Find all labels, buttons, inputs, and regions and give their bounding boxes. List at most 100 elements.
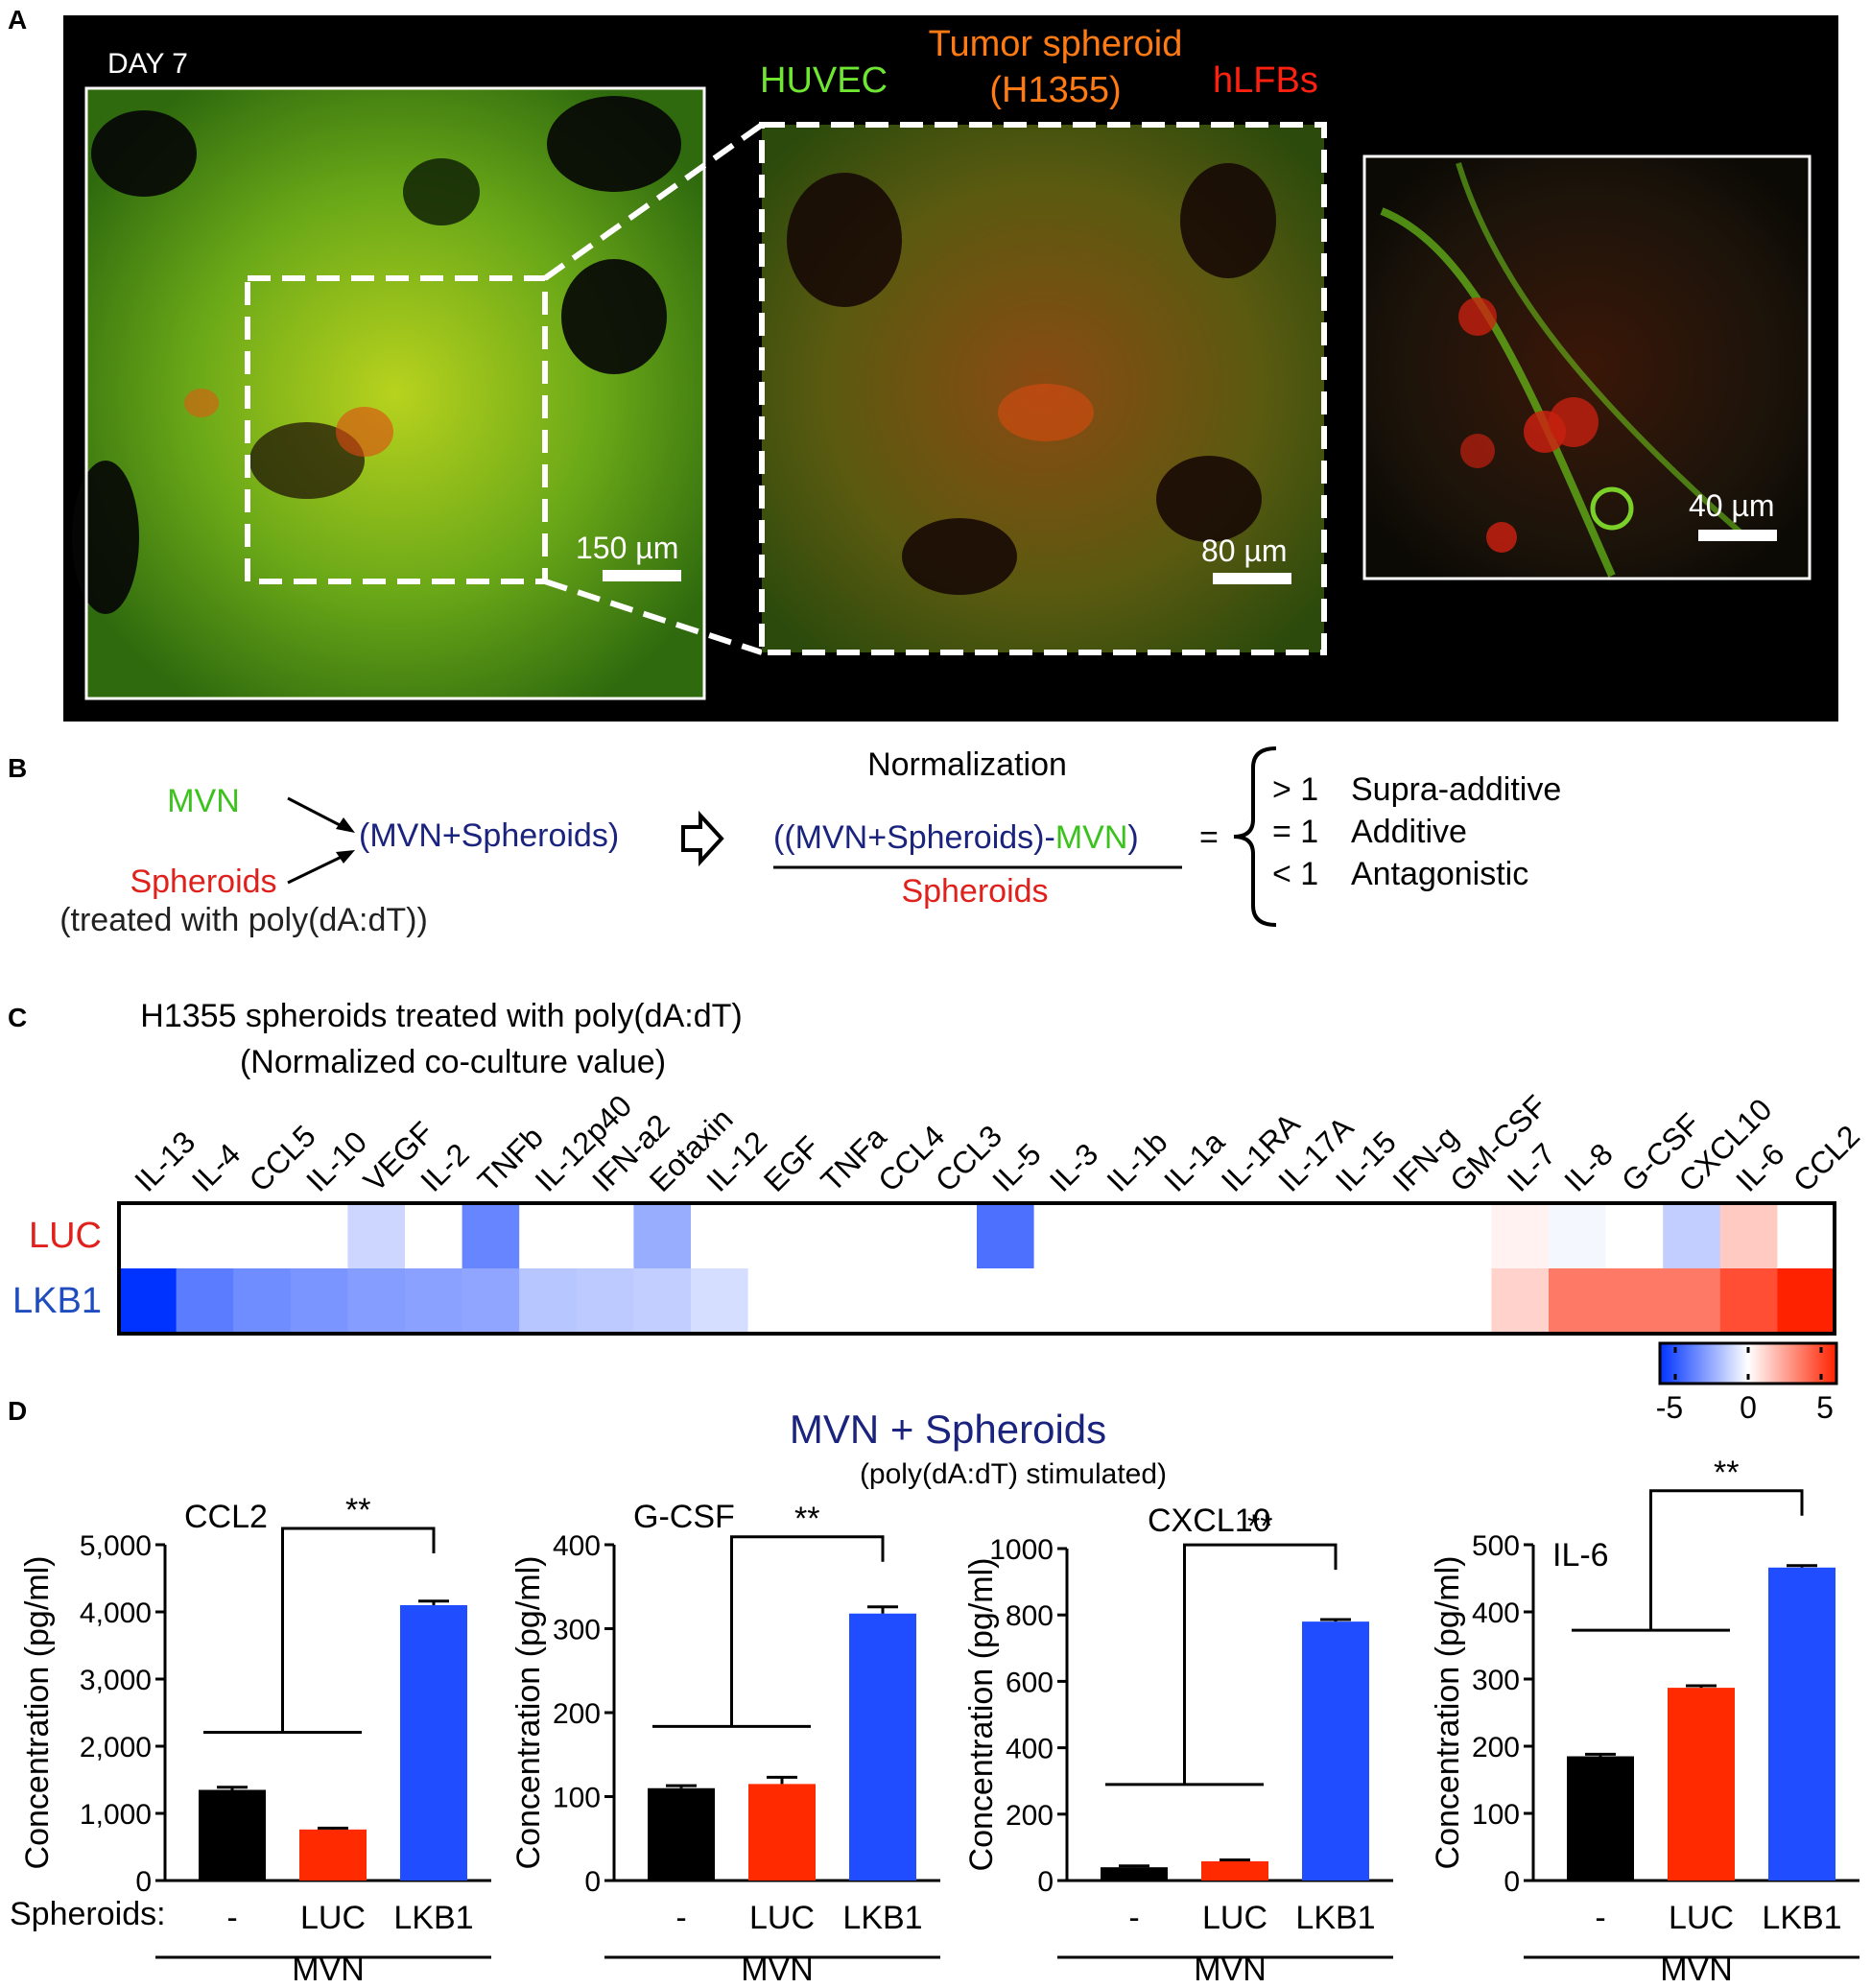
x-tick-label: LKB1: [393, 1900, 473, 1936]
x-tick-label: LUC: [300, 1900, 366, 1936]
heatmap-cell: [519, 1203, 578, 1268]
panel-label-a: A: [8, 5, 27, 35]
heatmap-cell: [691, 1203, 749, 1268]
heatmap-cell: [1263, 1203, 1321, 1268]
scalebar-label-40: 40 µm: [1689, 488, 1775, 523]
panel-label-c: C: [8, 1003, 27, 1032]
scalebar-label-80: 80 µm: [1201, 533, 1288, 568]
y-tick-label: 4,000: [80, 1598, 152, 1629]
heatmap-cell: [1091, 1268, 1149, 1334]
heatmap-cell: [405, 1268, 463, 1334]
y-tick-label: 300: [1472, 1665, 1520, 1696]
colorbar: [1658, 1341, 1838, 1385]
bar-luc: [1201, 1860, 1268, 1881]
colorbar-tick-max: 5: [1816, 1390, 1834, 1425]
significance-bracket: [1183, 1543, 1338, 1785]
scalebar-40: [1698, 530, 1777, 541]
chart-title: G-CSF: [633, 1499, 735, 1535]
curly-brace: [1233, 746, 1277, 927]
significance-label: **: [345, 1492, 370, 1528]
outcome-label: Supra-additive: [1351, 771, 1561, 808]
chart-title: IL-6: [1552, 1537, 1609, 1574]
heatmap-cell: [119, 1268, 178, 1334]
heatmap-cell: [347, 1268, 406, 1334]
significance-label: **: [1714, 1455, 1739, 1491]
y-axis-label: Concentration (pg/ml): [19, 1556, 56, 1870]
heatmap-cell: [576, 1203, 634, 1268]
heatmap-border: [117, 1201, 1836, 1336]
bar-lkb1: [1302, 1621, 1369, 1881]
y-tick-label: 600: [1006, 1667, 1054, 1698]
significance-bracket: [1649, 1489, 1804, 1631]
heatmap-cell: [462, 1268, 520, 1334]
bar-charts: 0 1,000 2,000 3,000 4,000 5,000 Concentration …: [19, 1455, 1859, 1988]
y-tick-label: 500: [1472, 1530, 1520, 1562]
heatmap-cell: [1719, 1268, 1778, 1334]
heatmap-cell: [119, 1203, 178, 1268]
chart-title: CCL2: [184, 1499, 268, 1535]
heatmap-column-label: IL-3: [1043, 1137, 1104, 1198]
micrograph-overview: [72, 86, 706, 700]
spheroids-row-label: Spheroids:: [10, 1896, 166, 1932]
heatmap-cell: [1091, 1203, 1149, 1268]
bar-lkb1: [400, 1605, 467, 1881]
heatmap-cell: [862, 1203, 920, 1268]
x-tick-label: LKB1: [1295, 1900, 1375, 1936]
x-tick-label: LUC: [1202, 1900, 1267, 1936]
zoom-connector-bottom: [544, 579, 763, 655]
x-tick-label: LUC: [749, 1900, 815, 1936]
heatmap-column-label: CCL5: [242, 1119, 321, 1198]
heatmap-cell: [290, 1268, 348, 1334]
heatmap-cell: [233, 1203, 292, 1268]
zoom-connector-top: [543, 122, 764, 281]
significance-label: **: [794, 1501, 819, 1537]
bar-control: [648, 1787, 715, 1881]
heatmap-cell: [977, 1203, 1035, 1268]
outcome-list: > 1 Supra-additive = 1 Additive < 1 Antagonis…: [1272, 771, 1561, 892]
heatmap-cell: [462, 1203, 520, 1268]
bar-lkb1: [849, 1613, 916, 1881]
heatmap-column-label: CCL2: [1787, 1119, 1866, 1198]
significance-label: **: [1247, 1508, 1272, 1545]
heatmap-cell: [1605, 1268, 1664, 1334]
y-axis-label: Concentration (pg/ml): [963, 1558, 1000, 1872]
heatmap-cell: [233, 1268, 292, 1334]
heatmap-cell: [1263, 1268, 1321, 1334]
colorbar-tick-min: -5: [1656, 1390, 1683, 1425]
legend-tumor-line1: Tumor spheroid: [929, 24, 1183, 64]
y-tick-label: 200: [1472, 1732, 1520, 1763]
heatmap-cell: [977, 1268, 1035, 1334]
outcome-condition: > 1: [1272, 771, 1318, 808]
heatmap-cell: [1433, 1203, 1492, 1268]
group-label: MVN: [1660, 1952, 1733, 1988]
heatmap-cell: [1491, 1268, 1550, 1334]
heatmap-cell: [1319, 1203, 1378, 1268]
x-tick-label: LUC: [1669, 1900, 1734, 1936]
micrograph-detail: [1362, 154, 1812, 580]
heatmap-cell: [405, 1203, 463, 1268]
y-tick-label: 0: [584, 1866, 601, 1898]
heatmap-column-label: CCL3: [929, 1119, 1008, 1198]
numerator: ((MVN+Spheroids)-MVN): [773, 819, 1139, 856]
bar-luc: [299, 1829, 367, 1881]
heatmap-cell: [1205, 1203, 1264, 1268]
heatmap-cell: [747, 1203, 806, 1268]
heatmap-cell: [1377, 1203, 1435, 1268]
group-label: MVN: [1194, 1952, 1267, 1988]
denominator: Spheroids: [901, 873, 1048, 910]
bar-control: [1567, 1756, 1634, 1881]
y-tick-label: 800: [1006, 1600, 1054, 1632]
panel-label-b: B: [8, 753, 27, 783]
heatmap-row-label: LUC: [29, 1216, 102, 1256]
x-tick-label: LKB1: [842, 1900, 922, 1936]
heatmap-cell: [919, 1268, 978, 1334]
heatmap: LUCLKB1IL-13IL-4CCL5IL-10VEGFIL-2TNFbIL-…: [12, 1088, 1866, 1336]
heatmap-cell: [1319, 1268, 1378, 1334]
spheroids-label: Spheroids: [130, 864, 276, 900]
heatmap-title: H1355 spheroids treated with poly(dA:dT): [140, 998, 742, 1034]
y-tick-label: 100: [1472, 1799, 1520, 1831]
heatmap-cell: [862, 1268, 920, 1334]
day-label: DAY 7: [107, 48, 188, 80]
